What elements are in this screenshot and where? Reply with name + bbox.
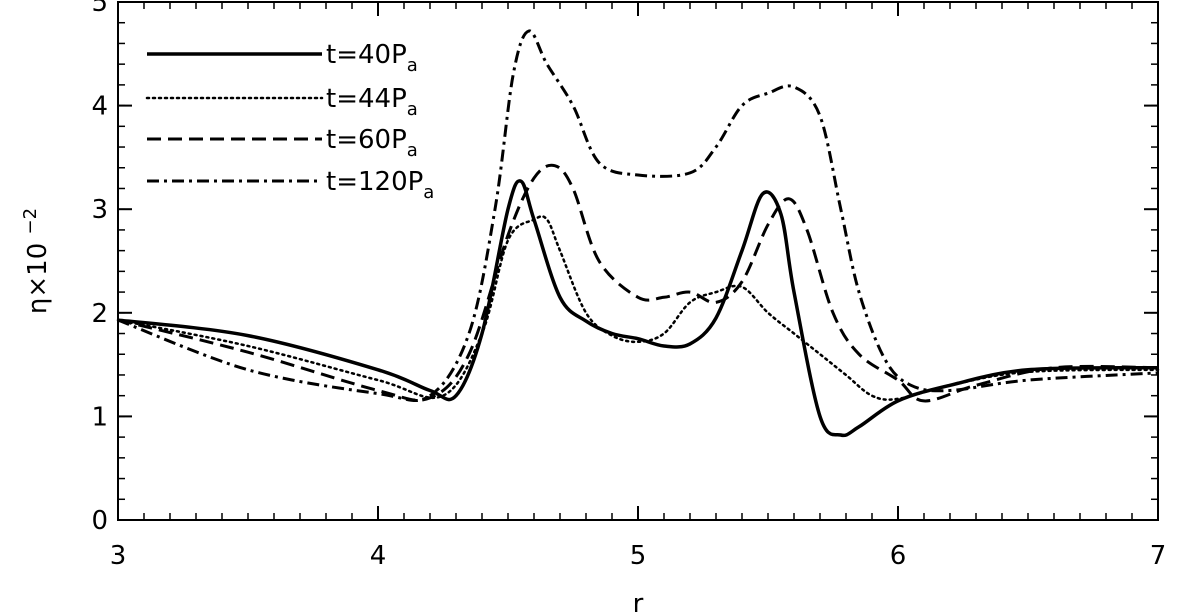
y-axis-ticks: 0 1 2 3 4 5 [91,0,1158,536]
x-tick-label: 6 [890,541,907,571]
series-line-1 [117,179,1159,438]
legend-label-3: t=60Pa [326,125,418,161]
legend: t=40Pa t=44Pa t=60Pa t=120Pa [145,40,434,203]
series-line-3 [117,163,1159,403]
y-tick-label: 3 [91,195,108,225]
series-line-2 [116,215,1160,401]
y-tick-label: 5 [91,0,108,18]
plot-frame [117,1,1159,521]
x-tick-label: 5 [630,541,647,571]
y-axis-label-main: η×10 [23,243,53,314]
y-tick-label: 1 [91,402,108,432]
x-tick-label: 3 [110,541,127,571]
x-tick-label: 4 [370,541,387,571]
series-layer [116,29,1160,438]
x-axis-label: r [633,589,644,615]
series-line-4 [117,29,1159,403]
y-tick-label: 4 [91,92,108,122]
legend-label-1: t=40Pa [326,40,418,76]
y-axis-label: η×10 −2 [20,208,53,314]
x-tick-label: 7 [1150,541,1167,571]
y-tick-label: 2 [91,299,108,329]
legend-label-4: t=120Pa [326,167,434,203]
x-axis-ticks: 3 4 5 6 7 [110,2,1167,571]
legend-label-2: t=44Pa [326,84,418,120]
y-tick-label: 0 [91,506,108,536]
y-axis-label-exponent: −2 [20,208,41,235]
